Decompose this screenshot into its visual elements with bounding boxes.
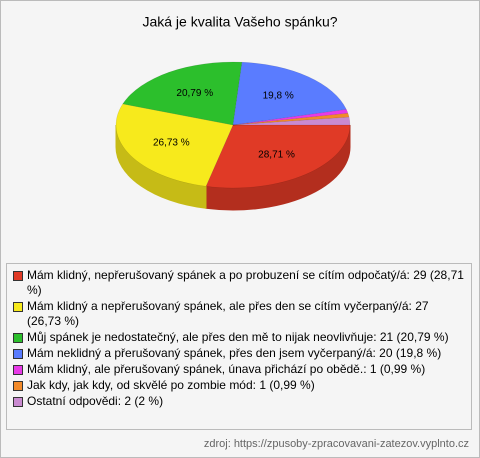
data-label: 19,8 % bbox=[263, 91, 294, 102]
legend-item: Mám klidný, ale přerušovaný spánek, únav… bbox=[13, 362, 465, 377]
source: zdroj: https://zpusoby-zpracovavani-zate… bbox=[203, 438, 469, 450]
legend-item: Jak kdy, jak kdy, od skvělé po zombie mó… bbox=[13, 378, 465, 393]
slice bbox=[232, 61, 347, 126]
slice-top bbox=[232, 116, 351, 126]
legend-label: Mám klidný, ale přerušovaný spánek, únav… bbox=[27, 362, 426, 376]
legend-label: Ostatní odpovědi: 2 (2 %) bbox=[27, 394, 164, 408]
legend-swatch bbox=[13, 349, 23, 359]
legend-item: Mám klidný a nepřerušovaný spánek, ale p… bbox=[13, 299, 465, 329]
legend-item: Ostatní odpovědi: 2 (2 %) bbox=[13, 394, 465, 409]
legend-label: Mám klidný a nepřerušovaný spánek, ale p… bbox=[27, 299, 429, 328]
legend-item: Mám neklidný a přerušovaný spánek, přes … bbox=[13, 346, 465, 361]
legend-swatch bbox=[13, 381, 23, 391]
slice bbox=[122, 61, 243, 126]
legend-item: Mám klidný, nepřerušovaný spánek a po pr… bbox=[13, 268, 465, 298]
slice bbox=[115, 103, 234, 209]
legend-swatch bbox=[13, 365, 23, 375]
legend-label: Mám klidný, nepřerušovaný spánek a po pr… bbox=[27, 268, 464, 297]
slice-top bbox=[122, 61, 243, 126]
legend-swatch bbox=[13, 333, 23, 343]
legend-swatch bbox=[13, 397, 23, 407]
data-label: 20,79 % bbox=[176, 88, 213, 99]
legend-label: Mám neklidný a přerušovaný spánek, přes … bbox=[27, 346, 442, 360]
slice bbox=[232, 109, 349, 126]
slice-top bbox=[232, 61, 347, 126]
legend-swatch bbox=[13, 302, 23, 312]
slice-top bbox=[205, 124, 351, 189]
data-label: 28,71 % bbox=[258, 149, 295, 160]
data-label: 26,73 % bbox=[153, 138, 190, 149]
slice-side bbox=[115, 124, 207, 209]
legend: Mám klidný, nepřerušovaný spánek a po pr… bbox=[6, 263, 472, 430]
legend-item: Můj spánek je nedostatečný, ale přes den… bbox=[13, 330, 465, 345]
legend-swatch bbox=[13, 271, 23, 281]
slice-top bbox=[232, 109, 349, 126]
slice-top bbox=[115, 103, 234, 187]
chart-title: Jaká je kvalita Vašeho spánku? bbox=[142, 14, 337, 30]
legend-label: Jak kdy, jak kdy, od skvělé po zombie mó… bbox=[27, 378, 315, 392]
slice-top bbox=[232, 112, 350, 126]
slice bbox=[232, 112, 350, 126]
pie-area: Jaká je kvalita Vašeho spánku? 28,71 % 26… bbox=[115, 14, 351, 211]
slice bbox=[232, 116, 351, 126]
legend-label: Můj spánek je nedostatečný, ale přes den… bbox=[27, 330, 449, 344]
